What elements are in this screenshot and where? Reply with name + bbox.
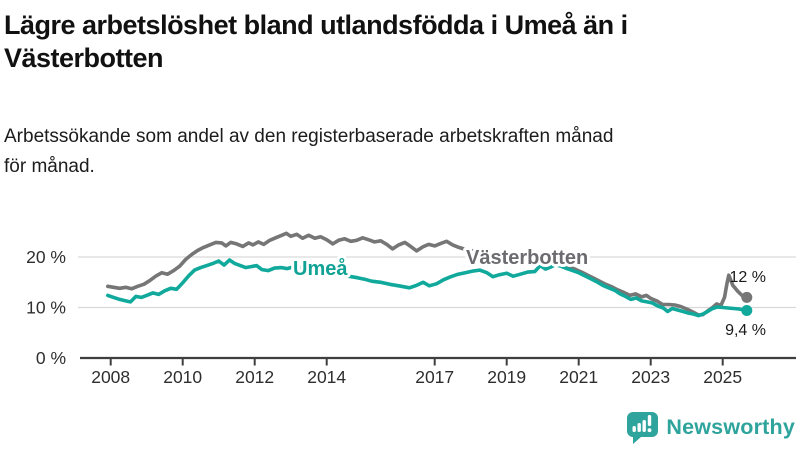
end-value-annotation: 9,4 %	[725, 322, 766, 339]
series-label-västerbotten: Västerbotten	[466, 247, 588, 269]
bar-1	[632, 426, 637, 432]
end-dot-umeå	[741, 305, 753, 316]
bar-3	[642, 420, 647, 432]
x-axis-label: 2019	[487, 367, 526, 387]
newsworthy-branding: Newsworthy	[626, 410, 795, 444]
x-axis-label: 2014	[307, 367, 346, 387]
series-line-västerbotten	[106, 231, 749, 317]
y-axis-label: 10 %	[26, 298, 66, 318]
series-line-umeå	[106, 258, 749, 318]
x-axis-label: 2025	[703, 367, 742, 387]
x-axis-label: 2023	[631, 367, 670, 387]
y-axis-label: 0 %	[36, 348, 66, 368]
chart-subtitle: Arbetssökande som andel av den registerb…	[4, 126, 614, 177]
exclamation-dot	[647, 428, 652, 433]
end-value-annotation: 12 %	[730, 269, 766, 286]
x-axis-label: 2008	[91, 367, 130, 387]
y-axis-label: 20 %	[26, 247, 66, 267]
x-axis-label: 2012	[235, 367, 274, 387]
bar-chart-speech-bubble-icon	[627, 412, 659, 444]
bar-2	[637, 423, 642, 432]
newsworthy-wordmark: Newsworthy	[666, 414, 795, 439]
x-axis-label: 2017	[415, 367, 454, 387]
page-title: Lägre arbetslöshet bland utlandsfödda i …	[4, 10, 628, 73]
exclamation-bar	[648, 415, 652, 426]
x-axis-label: 2010	[163, 367, 202, 387]
end-dot-västerbotten	[741, 291, 753, 303]
series-label-umeå: Umeå	[293, 257, 348, 280]
x-axis-label: 2021	[559, 367, 598, 387]
